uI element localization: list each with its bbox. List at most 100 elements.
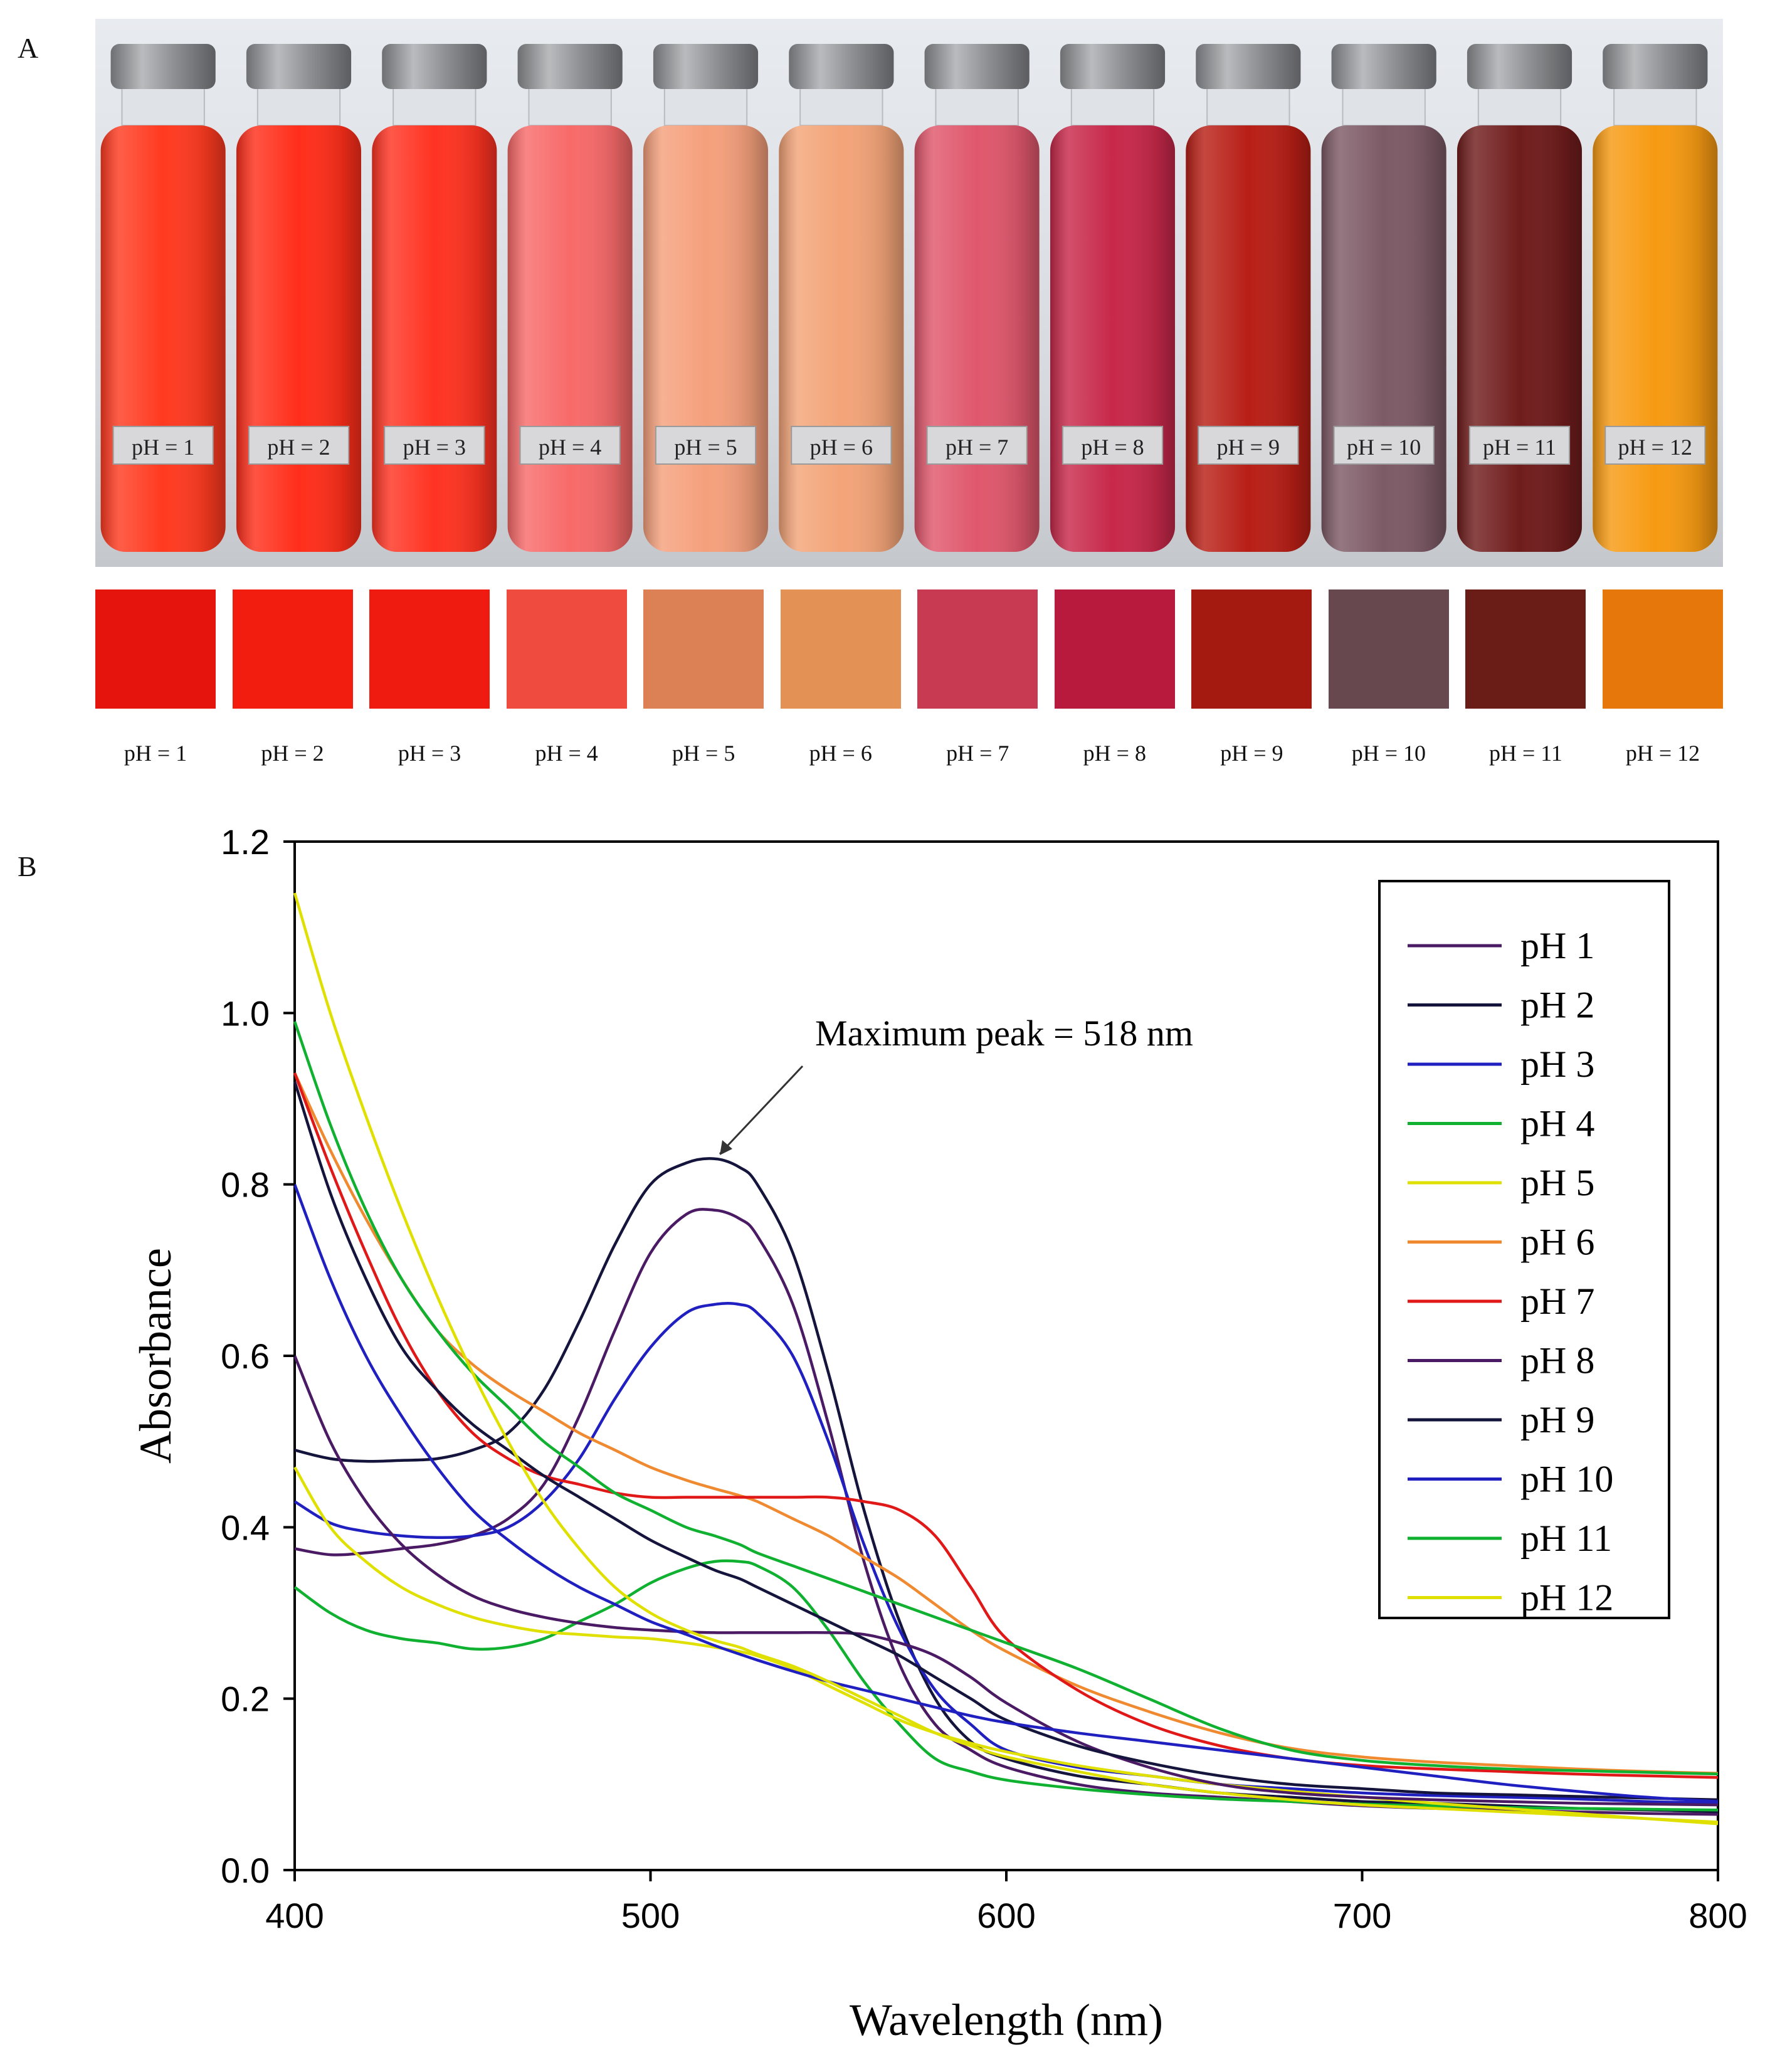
legend-label: pH 9	[1520, 1399, 1594, 1440]
x-axis-label: Wavelength (nm)	[850, 1995, 1163, 2045]
vial-label-text: pH = 2	[267, 435, 330, 460]
legend-label: pH 11	[1520, 1518, 1612, 1559]
legend-label: pH 5	[1520, 1162, 1594, 1203]
absorbance-chart: 400 500 600 700 800 0.0 0.2 0.4 0.6 0.8 1.0 1.2 Wav…	[130, 822, 1747, 2045]
vial-label-text: pH = 1	[132, 435, 194, 460]
vial-5: pH = 5	[643, 44, 769, 552]
swatch-label: pH = 11	[1488, 741, 1562, 766]
vial-label-text: pH = 4	[539, 435, 601, 460]
vial-label-text: pH = 10	[1347, 435, 1421, 460]
vial-label	[1198, 426, 1299, 465]
vial-label	[1061, 426, 1164, 465]
vial-glass	[914, 125, 1040, 552]
vial-3: pH = 3	[372, 44, 497, 552]
vial-2: pH = 2	[236, 44, 362, 552]
y-tick-label: 0.8	[221, 1165, 270, 1205]
y-tick-label: 0.6	[221, 1336, 270, 1376]
legend-label: pH 12	[1520, 1577, 1613, 1619]
swatch-label: pH = 2	[261, 741, 324, 766]
vial-11: pH = 11	[1457, 44, 1583, 552]
vial-cap	[246, 44, 352, 89]
vial-cap	[653, 44, 759, 89]
swatch-2	[232, 589, 353, 709]
vial-cap	[1467, 44, 1572, 89]
x-tick-label: 800	[1688, 1896, 1747, 1935]
series-line-ph-2	[294, 1157, 1719, 1814]
vial-cap	[924, 44, 1030, 89]
series-line-ph-6	[293, 1072, 1719, 1775]
swatch-1	[95, 589, 216, 709]
vial-glass	[372, 125, 497, 552]
y-tick-label: 1.0	[221, 993, 270, 1033]
vial-label-text: pH = 5	[674, 435, 737, 460]
vial-6: pH = 6	[779, 44, 904, 552]
color-swatches	[95, 589, 1723, 709]
series-lines	[293, 892, 1719, 1826]
vial-4: pH = 4	[507, 44, 633, 552]
vial-label-text: pH = 8	[1081, 435, 1144, 460]
series-line-ph-9	[293, 1081, 1719, 1802]
legend-label: pH 8	[1520, 1340, 1594, 1382]
vials-photo: pH = 1 pH = 2 pH = 3 pH = 4 pH = 5 pH = 6 pH =…	[95, 19, 1723, 567]
x-tick-label: 700	[1333, 1896, 1391, 1935]
vial-1: pH = 1	[100, 44, 226, 552]
swatch-label: pH = 12	[1625, 741, 1700, 766]
vial-label	[384, 426, 485, 465]
vial-label-text: pH = 7	[946, 435, 1008, 460]
legend: pH 1 pH 2 pH 3 pH 4 pH 5 pH 6 pH 7 pH 8 pH 9 pH 1…	[1378, 880, 1670, 1619]
swatch-9	[1191, 589, 1312, 709]
y-tick-label: 1.2	[221, 822, 270, 862]
vial-glass	[1457, 125, 1583, 552]
swatch-label: pH = 10	[1351, 741, 1426, 766]
y-tick-label: 0.2	[221, 1679, 270, 1719]
panel-label-b: B	[18, 850, 37, 882]
vial-cap	[110, 44, 216, 89]
legend-label: pH 6	[1520, 1222, 1594, 1263]
series-line-ph-11	[293, 1021, 1719, 1776]
axis-ticks: 400 500 600 700 800 0.0 0.2 0.4 0.6 0.8 1.0 1.2	[221, 822, 1747, 1935]
vial-label-text: pH = 9	[1217, 435, 1280, 460]
vial-glass	[1593, 125, 1718, 552]
y-tick-label: 0.0	[221, 1851, 270, 1890]
vial-glass	[100, 125, 226, 552]
annotation-arrow-line	[719, 1065, 804, 1155]
x-tick-label: 400	[265, 1896, 324, 1935]
swatch-label: pH = 4	[535, 741, 598, 766]
swatch-3	[369, 589, 490, 709]
vial-label	[655, 426, 757, 465]
legend-label: pH 2	[1520, 985, 1594, 1026]
legend-label: pH 3	[1520, 1044, 1594, 1085]
peak-annotation-text: Maximum peak = 518 nm	[815, 1013, 1193, 1054]
vial-label	[791, 426, 892, 465]
vial-cap	[517, 44, 623, 89]
swatch-5	[643, 589, 764, 709]
vial-label	[519, 426, 621, 465]
vial-glass	[507, 125, 633, 552]
vial-label-text: pH = 3	[403, 435, 466, 460]
vial-label-text: pH = 12	[1618, 435, 1692, 460]
legend-label: pH 10	[1520, 1459, 1613, 1500]
peak-annotation: Maximum peak = 518 nm	[719, 1013, 1193, 1155]
vial-label	[1468, 426, 1571, 465]
vial-label	[926, 426, 1028, 465]
series-line-ph-12	[293, 892, 1719, 1824]
swatch-label: pH = 6	[809, 741, 872, 766]
vial-label-text: pH = 11	[1483, 435, 1556, 460]
y-tick-label: 0.4	[221, 1508, 270, 1547]
swatch-10	[1328, 589, 1449, 709]
swatch-8	[1054, 589, 1175, 709]
legend-label: pH 4	[1520, 1103, 1594, 1144]
x-tick-label: 500	[621, 1896, 680, 1935]
swatch-label: pH = 1	[124, 741, 187, 766]
swatch-label: pH = 7	[946, 741, 1009, 766]
vial-label	[1604, 426, 1706, 465]
swatch-label: pH = 3	[398, 741, 461, 766]
vial-cap	[1196, 44, 1301, 89]
x-tick-label: 600	[977, 1896, 1035, 1935]
vial-7: pH = 7	[914, 44, 1040, 552]
vial-glass	[779, 125, 904, 552]
vial-label	[248, 426, 350, 465]
vial-9: pH = 9	[1186, 44, 1311, 552]
series-line-ph-4	[293, 1559, 1719, 1812]
